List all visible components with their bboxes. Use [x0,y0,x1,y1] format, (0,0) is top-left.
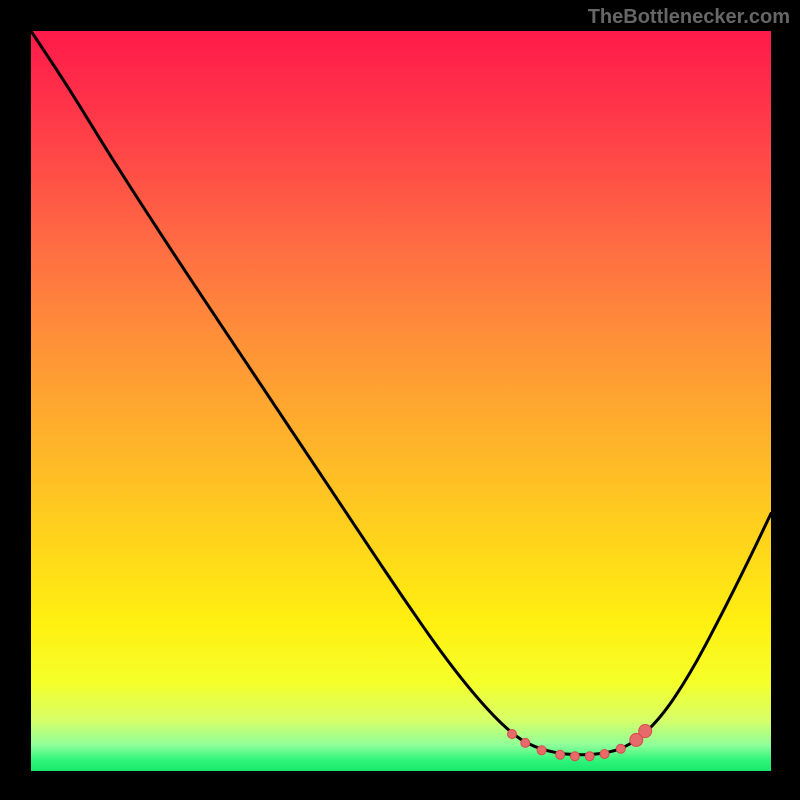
chart-container: TheBottlenecker.com [0,0,800,800]
marker-point [570,752,579,761]
plot-area [31,31,771,771]
marker-point [585,752,594,761]
watermark-label: TheBottlenecker.com [588,6,790,29]
marker-point [508,730,517,739]
marker-point [616,744,625,753]
bottleneck-curve [31,31,771,755]
marker-group [508,725,652,761]
marker-point [600,749,609,758]
marker-point [556,750,565,759]
marker-point [521,738,530,747]
marker-point [537,746,546,755]
curve-layer [31,31,771,771]
marker-point [639,725,652,738]
